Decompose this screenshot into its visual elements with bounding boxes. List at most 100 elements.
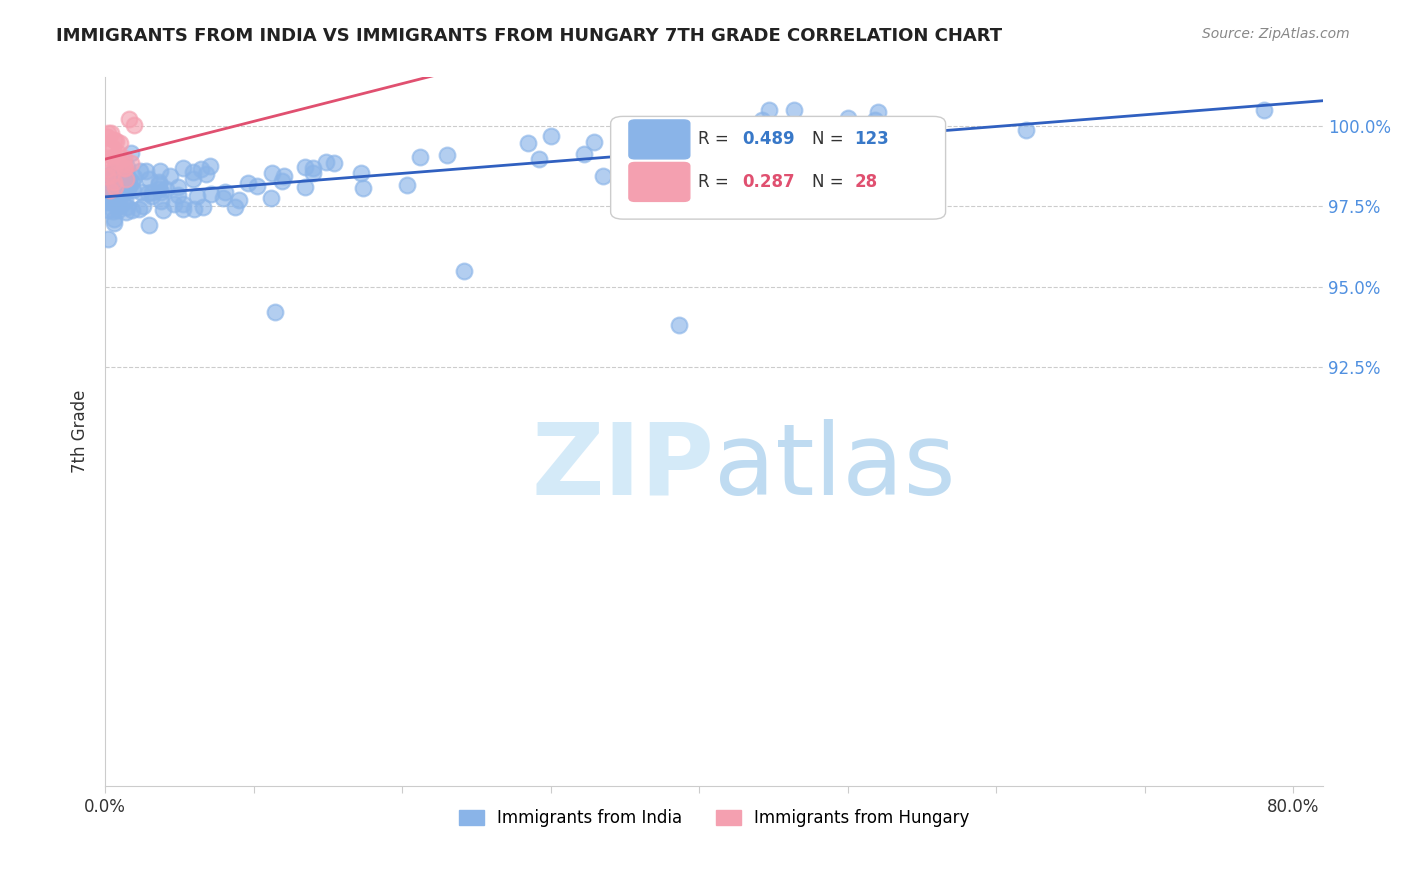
Point	[112, 179, 135, 194]
Point	[301, 161, 323, 175]
Point	[260, 191, 283, 205]
Point	[260, 166, 283, 180]
Point	[103, 216, 125, 230]
FancyBboxPatch shape	[628, 120, 690, 159]
Point	[212, 191, 235, 205]
Point	[111, 155, 134, 169]
Point	[228, 193, 250, 207]
Point	[572, 146, 595, 161]
Point	[97, 186, 120, 200]
Point	[167, 180, 190, 194]
Point	[108, 136, 131, 150]
Point	[117, 172, 139, 186]
Text: R =: R =	[699, 172, 734, 191]
Point	[114, 205, 136, 219]
Point	[114, 165, 136, 179]
Point	[186, 188, 208, 202]
Point	[103, 175, 125, 189]
Point	[190, 162, 212, 177]
Point	[668, 318, 690, 333]
Point	[529, 153, 551, 167]
Point	[96, 169, 118, 183]
Text: 0.287: 0.287	[742, 172, 794, 191]
Text: R =: R =	[699, 130, 734, 148]
Point	[236, 176, 259, 190]
Point	[124, 170, 146, 185]
Point	[273, 169, 295, 183]
Point	[751, 113, 773, 128]
Point	[172, 196, 194, 211]
Point	[104, 178, 127, 192]
Text: 28: 28	[855, 172, 877, 191]
Point	[302, 166, 325, 180]
Point	[172, 161, 194, 175]
Point	[108, 193, 131, 207]
Point	[128, 202, 150, 216]
Point	[100, 126, 122, 140]
Point	[112, 161, 135, 176]
Point	[103, 180, 125, 194]
Point	[104, 134, 127, 148]
Point	[121, 203, 143, 218]
Point	[107, 169, 129, 183]
Point	[1253, 103, 1275, 117]
Point	[114, 172, 136, 186]
Point	[105, 195, 128, 210]
Point	[122, 118, 145, 132]
Point	[97, 232, 120, 246]
Point	[837, 111, 859, 125]
Point	[582, 136, 605, 150]
Point	[105, 181, 128, 195]
Point	[98, 184, 121, 198]
FancyBboxPatch shape	[628, 162, 690, 202]
Point	[172, 202, 194, 217]
Point	[141, 189, 163, 203]
Point	[103, 141, 125, 155]
Point	[866, 105, 889, 120]
Point	[395, 178, 418, 193]
Point	[194, 167, 217, 181]
Point	[104, 194, 127, 208]
Point	[107, 202, 129, 217]
Point	[141, 186, 163, 200]
Point	[198, 159, 221, 173]
Point	[167, 188, 190, 202]
Point	[115, 200, 138, 214]
Point	[270, 174, 292, 188]
Point	[98, 169, 121, 183]
Point	[163, 196, 186, 211]
Point	[193, 200, 215, 214]
Point	[114, 193, 136, 207]
Point	[517, 136, 540, 150]
Point	[98, 183, 121, 197]
Point	[155, 182, 177, 196]
Point	[97, 194, 120, 208]
Point	[96, 130, 118, 145]
Point	[148, 175, 170, 189]
Point	[112, 151, 135, 165]
Point	[807, 143, 830, 157]
Point	[436, 148, 458, 162]
Point	[183, 202, 205, 216]
Point	[98, 141, 121, 155]
Text: Source: ZipAtlas.com: Source: ZipAtlas.com	[1202, 27, 1350, 41]
Point	[720, 139, 742, 153]
Point	[149, 164, 172, 178]
Text: N =: N =	[811, 130, 848, 148]
Point	[105, 153, 128, 168]
Point	[97, 126, 120, 140]
Point	[115, 184, 138, 198]
Point	[132, 199, 155, 213]
Point	[453, 263, 475, 277]
Point	[181, 172, 204, 186]
Point	[614, 130, 637, 145]
Point	[98, 168, 121, 182]
Point	[96, 161, 118, 176]
Point	[200, 186, 222, 201]
Text: N =: N =	[811, 172, 848, 191]
Point	[849, 131, 872, 145]
Point	[159, 169, 181, 183]
Text: 123: 123	[855, 130, 889, 148]
Point	[117, 160, 139, 174]
FancyBboxPatch shape	[610, 116, 946, 219]
